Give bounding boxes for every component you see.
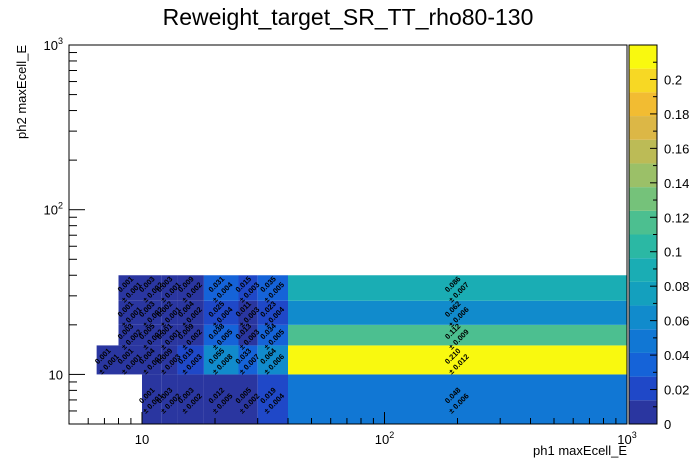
colorbar-band <box>629 163 657 188</box>
colorbar-tick-label: 0.02 <box>664 383 689 398</box>
colorbar-tick-label: 0 <box>664 417 671 432</box>
heatmap-cell <box>118 324 142 346</box>
heatmap-cell <box>177 275 204 301</box>
colorbar-band <box>629 258 657 282</box>
heatmap-cell <box>141 300 162 325</box>
heatmap-cell <box>287 374 627 424</box>
heatmap-cell <box>161 345 178 375</box>
heatmap-cell <box>203 324 239 346</box>
colorbar-band <box>629 305 657 330</box>
colorbar-tick-label: 0.04 <box>664 348 689 363</box>
heatmap-cell <box>118 345 142 375</box>
y-tick-label: 102 <box>44 201 63 218</box>
heatmap-cell <box>141 275 162 301</box>
colorbar-band <box>629 234 657 259</box>
colorbar-band <box>629 376 657 401</box>
plot-frame <box>68 44 628 425</box>
heatmap-cell <box>203 275 239 301</box>
heatmap-cell <box>257 345 288 375</box>
heatmap-cell <box>287 345 627 375</box>
heatmap-cell <box>257 275 288 301</box>
heatmap-cell <box>238 300 258 325</box>
colorbar-tick-label: 0.14 <box>664 176 689 191</box>
heatmap-cell <box>141 324 162 346</box>
colorbar-band <box>629 116 657 140</box>
colorbar-tick-label: 0.12 <box>664 210 689 225</box>
cells-layer <box>96 275 627 424</box>
heatmap-cell <box>287 300 627 325</box>
heatmap-cell <box>238 374 258 424</box>
heatmap-cell <box>287 324 627 346</box>
heatmap-cell <box>238 324 258 346</box>
colorbar-tick-label: 0.1 <box>664 245 682 260</box>
heatmap-cell <box>161 275 178 301</box>
heatmap-cell <box>177 345 204 375</box>
heatmap-cell <box>177 324 204 346</box>
heatmap-cell <box>203 300 239 325</box>
heatmap-cell <box>287 275 627 301</box>
colorbar-band <box>629 139 657 164</box>
colorbar-band <box>629 210 657 235</box>
axis-layer: 10 10 102 102 103 103 <box>44 36 637 447</box>
y-axis-label: ph2 maxEcell_E <box>14 45 29 139</box>
heatmap-cell <box>141 345 162 375</box>
colorbar: 0 0.02 0.04 0.06 0.08 0.1 0.12 0.14 0.16 0.18 0.2 <box>628 44 689 432</box>
colorbar-band <box>629 329 657 353</box>
y-tick-label: 10 <box>49 367 63 382</box>
colorbar-tick-label: 0.18 <box>664 107 689 122</box>
heatmap-cell <box>203 374 239 424</box>
colorbar-band <box>629 68 657 93</box>
colorbar-band <box>629 45 657 69</box>
heatmap-cell <box>161 374 178 424</box>
colorbar-band <box>629 187 657 211</box>
heatmap-cell <box>177 374 204 424</box>
colorbar-tick-label: 0.2 <box>664 72 682 87</box>
heatmap-cell <box>118 275 142 301</box>
x-tick-label: 103 <box>617 430 636 447</box>
heatmap-cell <box>141 374 162 424</box>
heatmap-cell <box>238 275 258 301</box>
colorbar-band <box>629 352 657 377</box>
heatmap-cell <box>177 300 204 325</box>
heatmap-cell <box>238 345 258 375</box>
chart-title: Reweight_target_SR_TT_rho80-130 <box>162 4 534 30</box>
colorbar-tick-label: 0.06 <box>664 314 689 329</box>
colorbar-band <box>629 281 657 306</box>
heatmap-cell <box>118 300 142 325</box>
heatmap-cell <box>257 374 288 424</box>
x-axis-label: ph1 maxEcell_E <box>533 443 627 458</box>
heatmap-cell <box>96 345 119 375</box>
heatmap-cell <box>257 300 288 325</box>
heatmap-cell <box>203 345 239 375</box>
colorbar-band <box>629 400 657 424</box>
x-tick-label: 102 <box>375 430 394 447</box>
heatmap-cell <box>257 324 288 346</box>
colorbar-tick-label: 0.16 <box>664 141 689 156</box>
y-tick-label: 103 <box>44 36 63 53</box>
x-tick-label: 10 <box>135 432 149 447</box>
heatmap-cell <box>161 300 178 325</box>
colorbar-band <box>629 92 657 117</box>
colorbar-tick-label: 0.08 <box>664 279 689 294</box>
heatmap-cell <box>161 324 178 346</box>
